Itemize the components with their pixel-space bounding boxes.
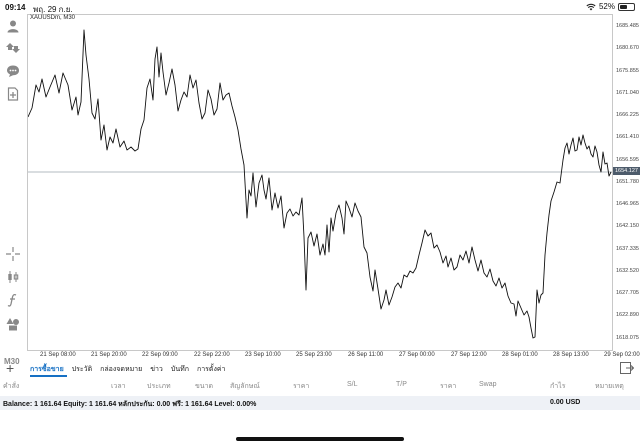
price-axis: 1685.485 1680.670 1675.855 1671.040 1666.225… (613, 14, 640, 351)
price-tick-label: 1661.410 (616, 134, 639, 141)
status-time: 09:14 (5, 3, 26, 12)
orders-table-header: คำสั่ง เวลา ประเภท ขนาด สัญลักษณ์ ราคา S… (0, 380, 640, 392)
battery-icon (618, 2, 635, 11)
column-comment[interactable]: หมายเหตุ (595, 383, 624, 390)
tab-trade[interactable]: การซื้อขาย (30, 366, 64, 373)
current-price-label: 1654.127 (613, 166, 640, 175)
column-tp[interactable]: T/P (396, 381, 407, 388)
price-tick-label: 1642.150 (616, 223, 639, 230)
chat-button[interactable] (5, 63, 21, 79)
time-tick-label: 25 Sep 23:00 (296, 352, 332, 358)
price-tick-label: 1618.075 (616, 334, 639, 341)
price-tick-label: 1666.225 (616, 112, 639, 119)
status-bar: 09:14 พฤ. 29 ก.ย. 52% (0, 0, 640, 14)
crosshair-icon (6, 247, 20, 261)
price-tick-label: 1656.595 (616, 156, 639, 163)
column-time[interactable]: เวลา (111, 383, 126, 390)
new-order-button[interactable] (5, 86, 21, 102)
timeframe-button[interactable]: M30 (4, 357, 20, 366)
time-tick-label: 21 Sep 20:00 (91, 352, 127, 358)
chart-symbol-label: XAUUSDm, M30 (30, 15, 76, 21)
account-button[interactable] (5, 18, 21, 34)
crosshair-button[interactable] (5, 246, 21, 262)
balance-summary: Balance: 1 161.64 Equity: 1 161.64 หลักป… (3, 401, 257, 408)
price-tick-label: 1685.485 (616, 23, 639, 30)
candlestick-icon (8, 271, 19, 283)
price-chart[interactable] (27, 14, 613, 351)
time-tick-label: 26 Sep 11:00 (348, 352, 384, 358)
time-tick-label: 22 Sep 22:00 (194, 352, 230, 358)
tab-mailbox[interactable]: กล่องจดหมาย (100, 366, 143, 373)
column-profit[interactable]: กำไร (550, 383, 566, 390)
time-tick-label: 28 Sep 01:00 (502, 352, 538, 358)
price-tick-label: 1632.520 (616, 267, 639, 274)
balance-row: Balance: 1 161.64 Equity: 1 161.64 หลักป… (0, 396, 640, 410)
home-indicator[interactable] (236, 437, 404, 441)
status-indicators: 52% (586, 2, 635, 11)
column-symbol[interactable]: สัญลักษณ์ (230, 383, 260, 390)
battery-level-fill (620, 4, 627, 9)
tab-history[interactable]: ประวัติ (71, 366, 93, 373)
time-tick-label: 28 Sep 13:00 (553, 352, 589, 358)
function-icon (7, 293, 17, 307)
profit-total: 0.00 USD (550, 399, 581, 406)
time-tick-label: 29 Sep 02:00 (604, 352, 640, 358)
person-icon (7, 20, 19, 33)
export-icon[interactable] (620, 362, 634, 374)
price-tick-label: 1622.890 (616, 312, 639, 319)
battery-percent: 52% (598, 2, 615, 11)
tab-journal[interactable]: บันทึก (170, 366, 189, 373)
price-tick-label: 1637.335 (616, 245, 639, 252)
column-volume[interactable]: ขนาด (195, 383, 214, 390)
price-line-chart (28, 29, 612, 339)
time-tick-label: 27 Sep 12:00 (451, 352, 487, 358)
time-tick-label: 21 Sep 08:00 (40, 352, 76, 358)
time-tick-label: 22 Sep 09:00 (142, 352, 178, 358)
terminal-tabs: การซื้อขาย ประวัติ กล่องจดหมาย ข่าว บันท… (30, 364, 225, 375)
function-button[interactable] (5, 292, 21, 308)
column-order[interactable]: คำสั่ง (3, 383, 20, 390)
document-add-icon (7, 87, 19, 101)
trade-button[interactable] (5, 40, 21, 56)
status-date: พฤ. 29 ก.ย. (33, 5, 73, 14)
wifi-icon (586, 3, 596, 10)
tab-settings[interactable]: การตั้งค่า (196, 366, 226, 373)
price-tick-label: 1671.040 (616, 89, 639, 96)
chat-bubble-icon (7, 65, 19, 77)
indicators-button[interactable] (5, 269, 21, 285)
column-type[interactable]: ประเภท (147, 383, 171, 390)
column-sl[interactable]: S/L (347, 381, 358, 388)
add-button[interactable]: + (6, 360, 15, 376)
price-tick-label: 1675.855 (616, 67, 639, 74)
price-tick-label: 1651.780 (616, 178, 639, 185)
shapes-icon (6, 318, 19, 331)
objects-button[interactable] (5, 316, 21, 332)
chart-toolbar: M30 (0, 14, 26, 366)
trade-arrows-icon (6, 43, 20, 53)
column-price[interactable]: ราคา (293, 383, 310, 390)
time-tick-label: 27 Sep 00:00 (399, 352, 435, 358)
column-current-price[interactable]: ราคา (440, 383, 457, 390)
price-series-line (28, 29, 612, 339)
price-tick-label: 1627.705 (616, 290, 639, 297)
tab-news[interactable]: ข่าว (150, 366, 163, 373)
active-tab-indicator (30, 375, 67, 377)
time-tick-label: 23 Sep 10:00 (245, 352, 281, 358)
price-tick-label: 1646.965 (616, 201, 639, 208)
column-swap[interactable]: Swap (479, 381, 497, 388)
price-tick-label: 1680.670 (616, 45, 639, 52)
